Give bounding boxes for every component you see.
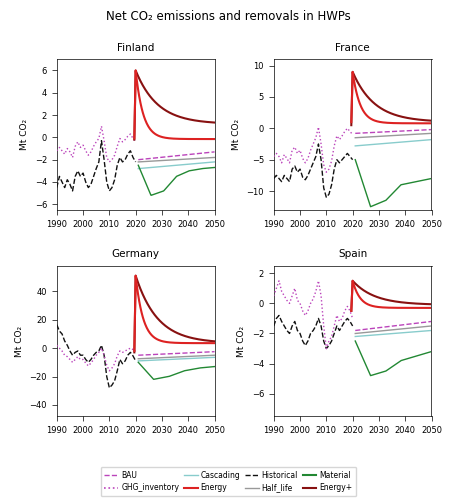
Title: France: France (335, 43, 370, 53)
Title: Spain: Spain (338, 250, 367, 260)
Text: Net CO₂ emissions and removals in HWPs: Net CO₂ emissions and removals in HWPs (106, 10, 351, 23)
Legend: BAU, GHG_inventory, Cascading, Energy, Historical, Half_life, Material, Energy+: BAU, GHG_inventory, Cascading, Energy, H… (101, 466, 356, 496)
Y-axis label: Mt CO₂: Mt CO₂ (232, 119, 241, 150)
Y-axis label: Mt CO₂: Mt CO₂ (20, 119, 29, 150)
Title: Germany: Germany (112, 250, 159, 260)
Title: Finland: Finland (117, 43, 154, 53)
Y-axis label: Mt CO₂: Mt CO₂ (237, 326, 246, 356)
Y-axis label: Mt CO₂: Mt CO₂ (15, 326, 24, 356)
